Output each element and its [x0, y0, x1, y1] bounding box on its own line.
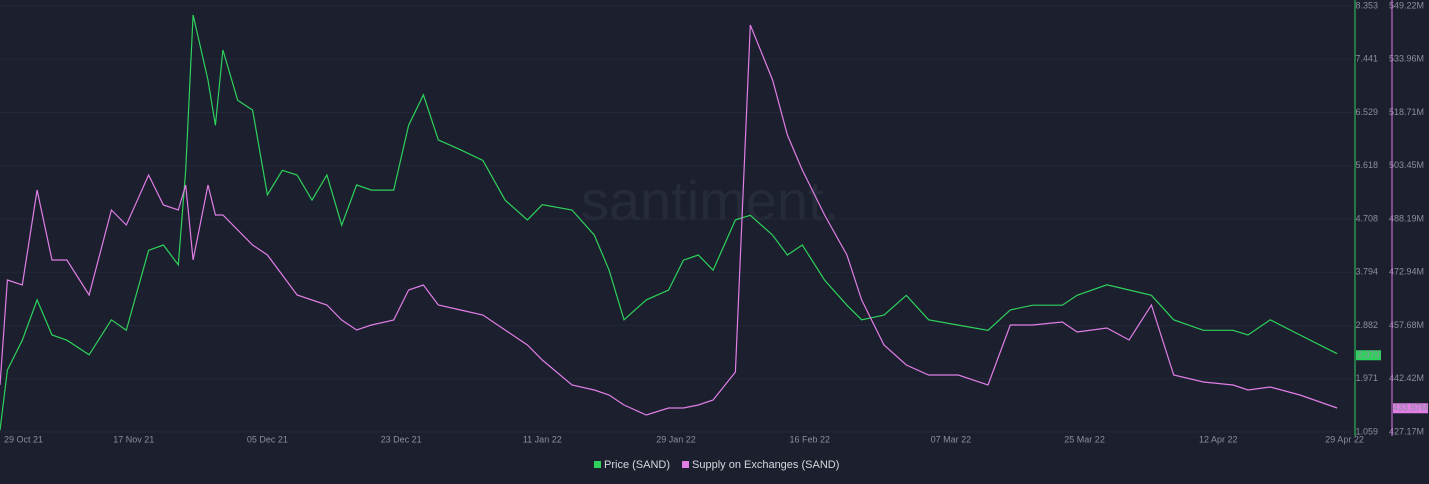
x-tick-label: 17 Nov 21 — [113, 434, 154, 444]
y-tick-label: 5.618 — [1355, 160, 1378, 170]
y-tick-label: 1.971 — [1355, 373, 1378, 383]
legend: Price (SAND) Supply on Exchanges (SAND) — [594, 459, 839, 471]
y2-tick-label: 518.71M — [1389, 107, 1424, 117]
last-value-label: 2.373 — [1357, 350, 1380, 360]
series-line — [0, 24, 1338, 416]
x-tick-label: 12 Apr 22 — [1199, 434, 1238, 444]
x-tick-label: 29 Apr 22 — [1325, 434, 1364, 444]
watermark: santiment. — [581, 169, 839, 232]
legend-swatch — [594, 461, 601, 468]
legend-label: Price (SAND) — [604, 459, 670, 471]
y2-tick-label: 488.19M — [1389, 213, 1424, 223]
x-tick-label: 25 Mar 22 — [1064, 434, 1105, 444]
y-tick-label: 2.882 — [1355, 320, 1378, 330]
y-tick-label: 1.059 — [1355, 426, 1378, 436]
y2-tick-label: 427.17M — [1389, 426, 1424, 436]
x-tick-label: 16 Feb 22 — [789, 434, 830, 444]
y2-tick-label: 472.94M — [1389, 267, 1424, 277]
y2-tick-label: 442.42M — [1389, 373, 1424, 383]
legend-swatch — [682, 461, 690, 468]
x-tick-label: 29 Jan 22 — [656, 434, 696, 444]
last-value-badge — [1356, 350, 1381, 361]
x-tick-label: 23 Dec 21 — [381, 434, 422, 444]
y-tick-label: 6.529 — [1355, 107, 1378, 117]
series-line — [0, 14, 1338, 431]
x-tick-label: 11 Jan 22 — [523, 434, 562, 444]
y-tick-label: 8.353 — [1355, 0, 1378, 10]
y2-tick-label: 533.96M — [1389, 54, 1424, 64]
y2-tick-label: 503.45M — [1389, 160, 1424, 170]
legend-label: Supply on Exchanges (SAND) — [692, 459, 839, 471]
last-value-badge — [1393, 403, 1428, 414]
last-value-label: 433.97M — [1393, 403, 1428, 413]
y-tick-label: 3.794 — [1355, 267, 1378, 277]
y-tick-label: 4.708 — [1355, 213, 1378, 223]
x-tick-label: 05 Dec 21 — [247, 434, 288, 444]
y-tick-label: 7.441 — [1355, 54, 1378, 64]
y2-tick-label: 457.68M — [1389, 320, 1424, 330]
x-tick-label: 29 Oct 21 — [4, 434, 43, 444]
y2-tick-label: 549.22M — [1389, 0, 1424, 10]
x-tick-label: 07 Mar 22 — [931, 434, 972, 444]
